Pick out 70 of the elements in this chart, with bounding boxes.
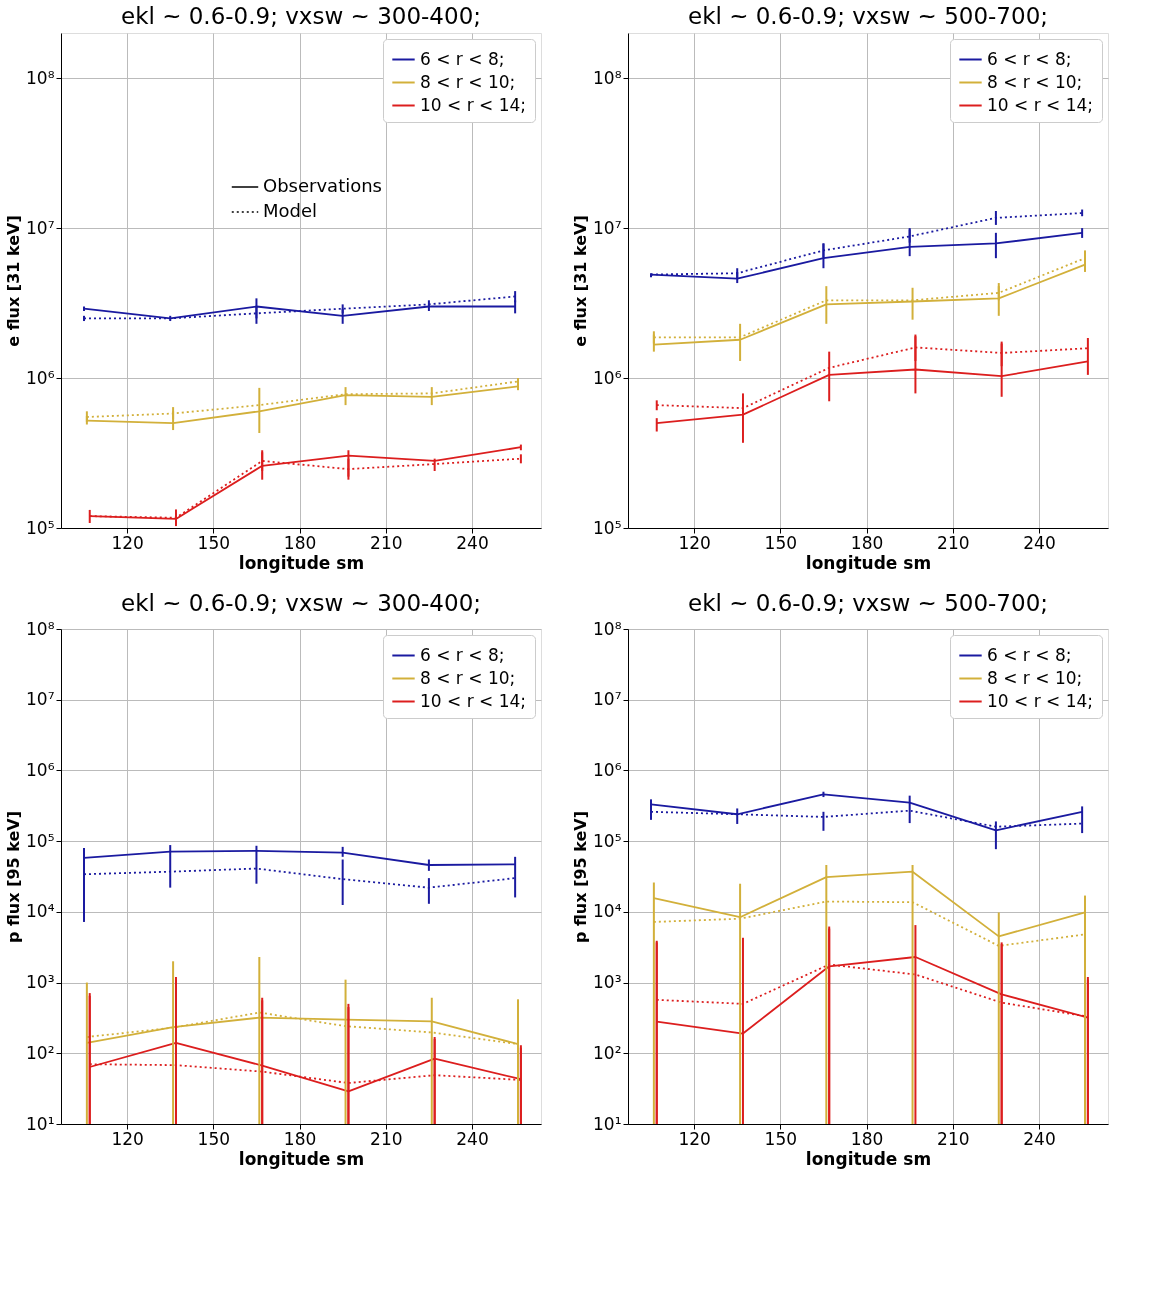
x-tick-label: 120	[678, 532, 711, 553]
y-tick-label: 10²	[593, 1042, 622, 1063]
y-tick-label: 10⁷	[26, 217, 55, 238]
x-tick-label: 210	[370, 1128, 403, 1149]
legend-label: 6 < r < 8;	[420, 644, 505, 665]
y-tick-label: 10⁸	[26, 67, 55, 88]
y-tick-label: 10⁶	[26, 367, 55, 388]
y-tick-label: 10¹	[593, 1113, 622, 1134]
y-tick-label: 10⁸	[593, 618, 622, 639]
y-tick-label: 10³	[26, 972, 55, 993]
legend-label: 10 < r < 14;	[420, 690, 527, 711]
x-tick-label: 240	[456, 532, 489, 553]
y-tick-label: 10⁶	[593, 759, 622, 780]
annotation: Observations	[263, 175, 382, 196]
x-tick-label: 180	[850, 532, 884, 553]
y-tick-label: 10⁷	[593, 689, 622, 710]
legend-label: 10 < r < 14;	[987, 690, 1094, 711]
y-tick-label: 10⁵	[593, 830, 622, 851]
y-tick-label: 10⁴	[26, 901, 55, 922]
legend-label: 6 < r < 8;	[987, 48, 1072, 69]
y-tick-label: 10⁸	[26, 618, 55, 639]
y-tick-label: 10¹	[26, 1113, 55, 1134]
legend-label: 8 < r < 10;	[987, 71, 1083, 92]
x-tick-label: 180	[850, 1128, 884, 1149]
y-tick-label: 10³	[593, 972, 622, 993]
legend-label: 6 < r < 8;	[987, 644, 1072, 665]
y-axis-title: e flux [31 keV]	[4, 215, 24, 347]
legend-label: 10 < r < 14;	[987, 94, 1094, 115]
chart-title: ekl ~ 0.6-0.9; vxsw ~ 300-400;	[120, 3, 482, 29]
y-tick-label: 10⁸	[593, 67, 622, 88]
chart-title: ekl ~ 0.6-0.9; vxsw ~ 300-400;	[120, 590, 482, 616]
y-tick-label: 10⁷	[26, 689, 55, 710]
x-tick-label: 240	[1023, 1128, 1056, 1149]
x-tick-label: 240	[456, 1128, 489, 1149]
x-tick-label: 150	[764, 1128, 798, 1149]
y-tick-label: 10⁵	[26, 830, 55, 851]
chart-title: ekl ~ 0.6-0.9; vxsw ~ 500-700;	[687, 590, 1049, 616]
y-tick-label: 10⁵	[593, 517, 622, 538]
x-tick-label: 150	[197, 1128, 231, 1149]
y-axis-title: p flux [95 keV]	[4, 810, 24, 944]
legend-label: 10 < r < 14;	[420, 94, 527, 115]
y-axis-title: p flux [95 keV]	[571, 810, 591, 944]
x-axis-title: longitude sm	[805, 1148, 932, 1169]
x-tick-label: 180	[283, 1128, 317, 1149]
x-tick-label: 150	[197, 532, 231, 553]
y-tick-label: 10⁴	[593, 901, 622, 922]
y-tick-label: 10²	[26, 1042, 55, 1063]
x-tick-label: 210	[937, 532, 970, 553]
x-tick-label: 180	[283, 532, 317, 553]
annotation: Model	[263, 200, 318, 221]
x-axis-title: longitude sm	[238, 552, 365, 573]
x-tick-label: 240	[1023, 532, 1056, 553]
y-tick-label: 10⁵	[26, 517, 55, 538]
y-tick-label: 10⁷	[593, 217, 622, 238]
x-tick-label: 120	[111, 532, 144, 553]
x-tick-label: 120	[111, 1128, 144, 1149]
legend-label: 8 < r < 10;	[420, 71, 516, 92]
y-tick-label: 10⁶	[593, 367, 622, 388]
x-axis-title: longitude sm	[238, 1148, 365, 1169]
legend-label: 6 < r < 8;	[420, 48, 505, 69]
legend-label: 8 < r < 10;	[987, 667, 1083, 688]
x-tick-label: 210	[937, 1128, 970, 1149]
x-tick-label: 210	[370, 532, 403, 553]
chart-title: ekl ~ 0.6-0.9; vxsw ~ 500-700;	[687, 3, 1049, 29]
x-tick-label: 120	[678, 1128, 711, 1149]
x-axis-title: longitude sm	[805, 552, 932, 573]
y-axis-title: e flux [31 keV]	[571, 215, 591, 347]
y-tick-label: 10⁶	[26, 759, 55, 780]
legend-label: 8 < r < 10;	[420, 667, 516, 688]
x-tick-label: 150	[764, 532, 798, 553]
